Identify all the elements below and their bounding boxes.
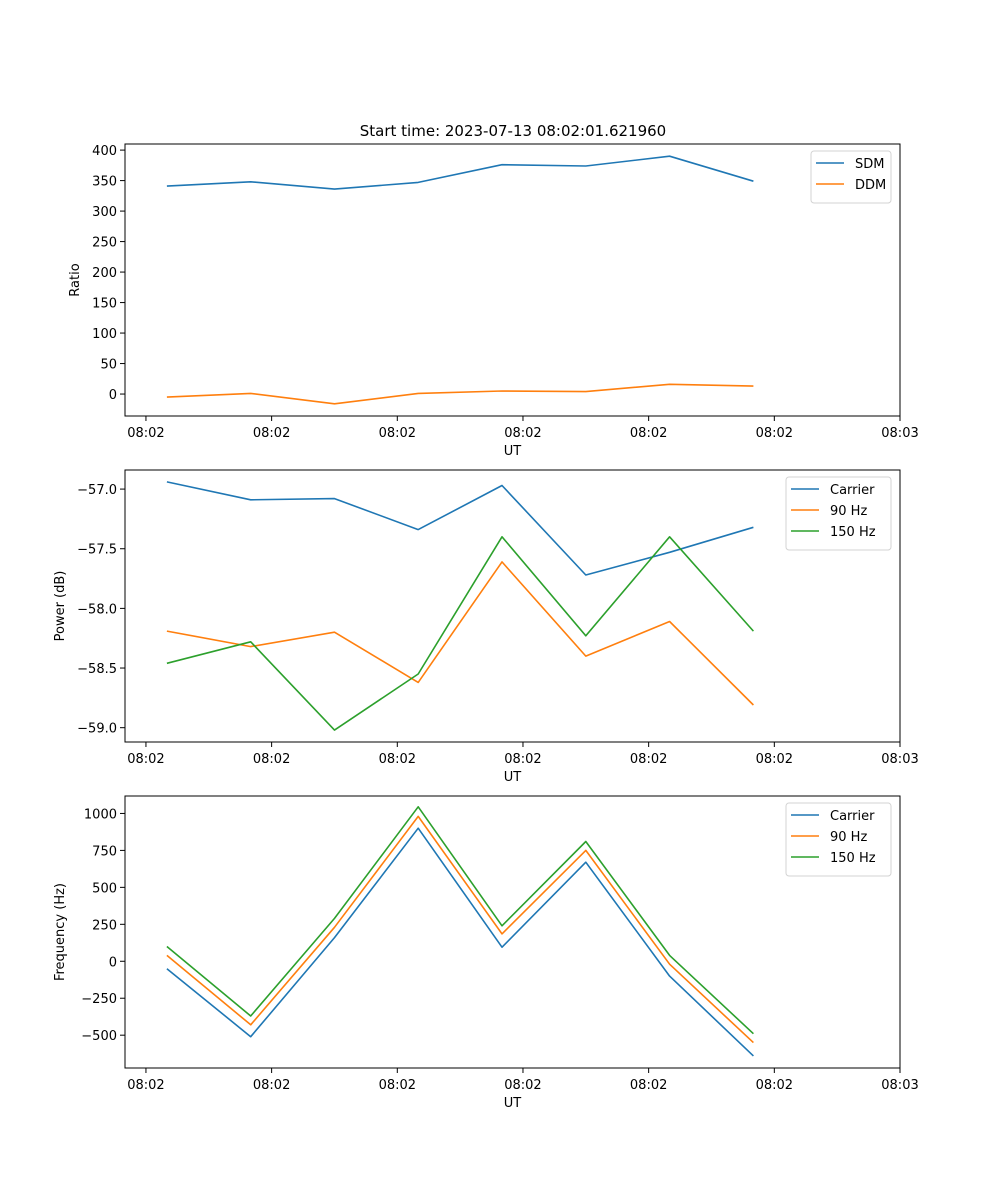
- legend: Carrier 90 Hz 150 Hz: [785, 802, 892, 877]
- x-tick-label: 08:02: [756, 752, 793, 767]
- x-axis-label: UT: [504, 444, 522, 459]
- series-line-sdm: [166, 155, 754, 190]
- y-tick-label: −57.5: [77, 543, 117, 558]
- y-tick-label: −250: [81, 992, 117, 1007]
- x-tick-label: 08:03: [881, 1078, 918, 1093]
- legend-label: Carrier: [830, 483, 875, 498]
- y-tick-label: 350: [92, 175, 117, 190]
- y-tick-label: 150: [92, 297, 117, 312]
- legend-box: [810, 150, 892, 204]
- y-tick-label: 100: [92, 327, 117, 342]
- x-tick-label: 08:02: [253, 426, 290, 441]
- y-tick-label: −59.0: [77, 722, 117, 737]
- y-axis-label: Power (dB): [53, 571, 68, 642]
- axes-frame: [124, 469, 901, 743]
- y-tick-label: −58.5: [77, 662, 117, 677]
- y-axis-label: Ratio: [68, 263, 83, 296]
- x-axis-label: UT: [504, 770, 522, 785]
- chart-panel-3: 08:02 08:02 08:02 08:02 08:02 08:02 08:03 1000 7…: [53, 795, 919, 1111]
- legend-label: DDM: [855, 178, 886, 193]
- y-tick-label: 0: [109, 955, 117, 970]
- x-tick-label: 08:02: [127, 426, 164, 441]
- legend-label: 90 Hz: [830, 830, 867, 845]
- y-axis-label: Frequency (Hz): [53, 883, 68, 981]
- y-tick-label: 200: [92, 266, 117, 281]
- legend-label: 150 Hz: [830, 525, 876, 540]
- y-tick-label: 300: [92, 205, 117, 220]
- legend: SDM DDM: [810, 150, 892, 204]
- x-tick-label: 08:02: [379, 752, 416, 767]
- series-line-150-hz: [166, 805, 754, 1035]
- x-tick-label: 08:02: [630, 1078, 667, 1093]
- y-tick-label: −57.0: [77, 483, 117, 498]
- legend-label: 150 Hz: [830, 851, 876, 866]
- legend-label: SDM: [855, 157, 884, 172]
- y-tick-label: 250: [92, 918, 117, 933]
- y-tick-label: 1000: [84, 807, 117, 822]
- x-tick-label: 08:02: [756, 426, 793, 441]
- series-line-90-hz: [166, 561, 754, 706]
- y-tick-label: −500: [81, 1029, 117, 1044]
- x-tick-label: 08:02: [756, 1078, 793, 1093]
- series-line-carrier: [166, 481, 754, 576]
- axes-frame: [124, 143, 901, 417]
- x-tick-label: 08:02: [504, 426, 541, 441]
- series-line-90-hz: [166, 815, 754, 1044]
- x-tick-label: 08:02: [504, 752, 541, 767]
- x-tick-label: 08:02: [127, 752, 164, 767]
- y-tick-label: 400: [92, 144, 117, 159]
- y-tick-label: 500: [92, 881, 117, 896]
- x-tick-label: 08:02: [127, 1078, 164, 1093]
- chart-panel-1: 08:02 08:02 08:02 08:02 08:02 08:02 08:03 0 50 10…: [68, 143, 919, 459]
- series-line-150-hz: [166, 535, 754, 731]
- y-tick-label: 0: [109, 388, 117, 403]
- chart-panel-2: 08:02 08:02 08:02 08:02 08:02 08:02 08:03 −57.0…: [53, 469, 919, 785]
- legend-label: 90 Hz: [830, 504, 867, 519]
- y-tick-label: −58.0: [77, 602, 117, 617]
- legend-label: Carrier: [830, 809, 875, 824]
- x-tick-label: 08:02: [253, 1078, 290, 1093]
- x-tick-label: 08:02: [379, 426, 416, 441]
- x-tick-label: 08:02: [504, 1078, 541, 1093]
- legend: Carrier 90 Hz 150 Hz: [785, 476, 892, 551]
- x-tick-label: 08:03: [881, 752, 918, 767]
- series-line-carrier: [166, 827, 754, 1057]
- x-tick-label: 08:02: [630, 426, 667, 441]
- x-tick-label: 08:03: [881, 426, 918, 441]
- x-tick-label: 08:02: [253, 752, 290, 767]
- series-line-ddm: [166, 383, 754, 405]
- x-axis-label: UT: [504, 1096, 522, 1111]
- y-tick-label: 250: [92, 236, 117, 251]
- x-tick-label: 08:02: [630, 752, 667, 767]
- y-tick-label: 50: [100, 358, 117, 373]
- y-tick-label: 750: [92, 844, 117, 859]
- x-tick-label: 08:02: [379, 1078, 416, 1093]
- axes-frame: [124, 795, 901, 1069]
- figure-title: Start time: 2023-07-13 08:02:01.621960: [360, 122, 666, 140]
